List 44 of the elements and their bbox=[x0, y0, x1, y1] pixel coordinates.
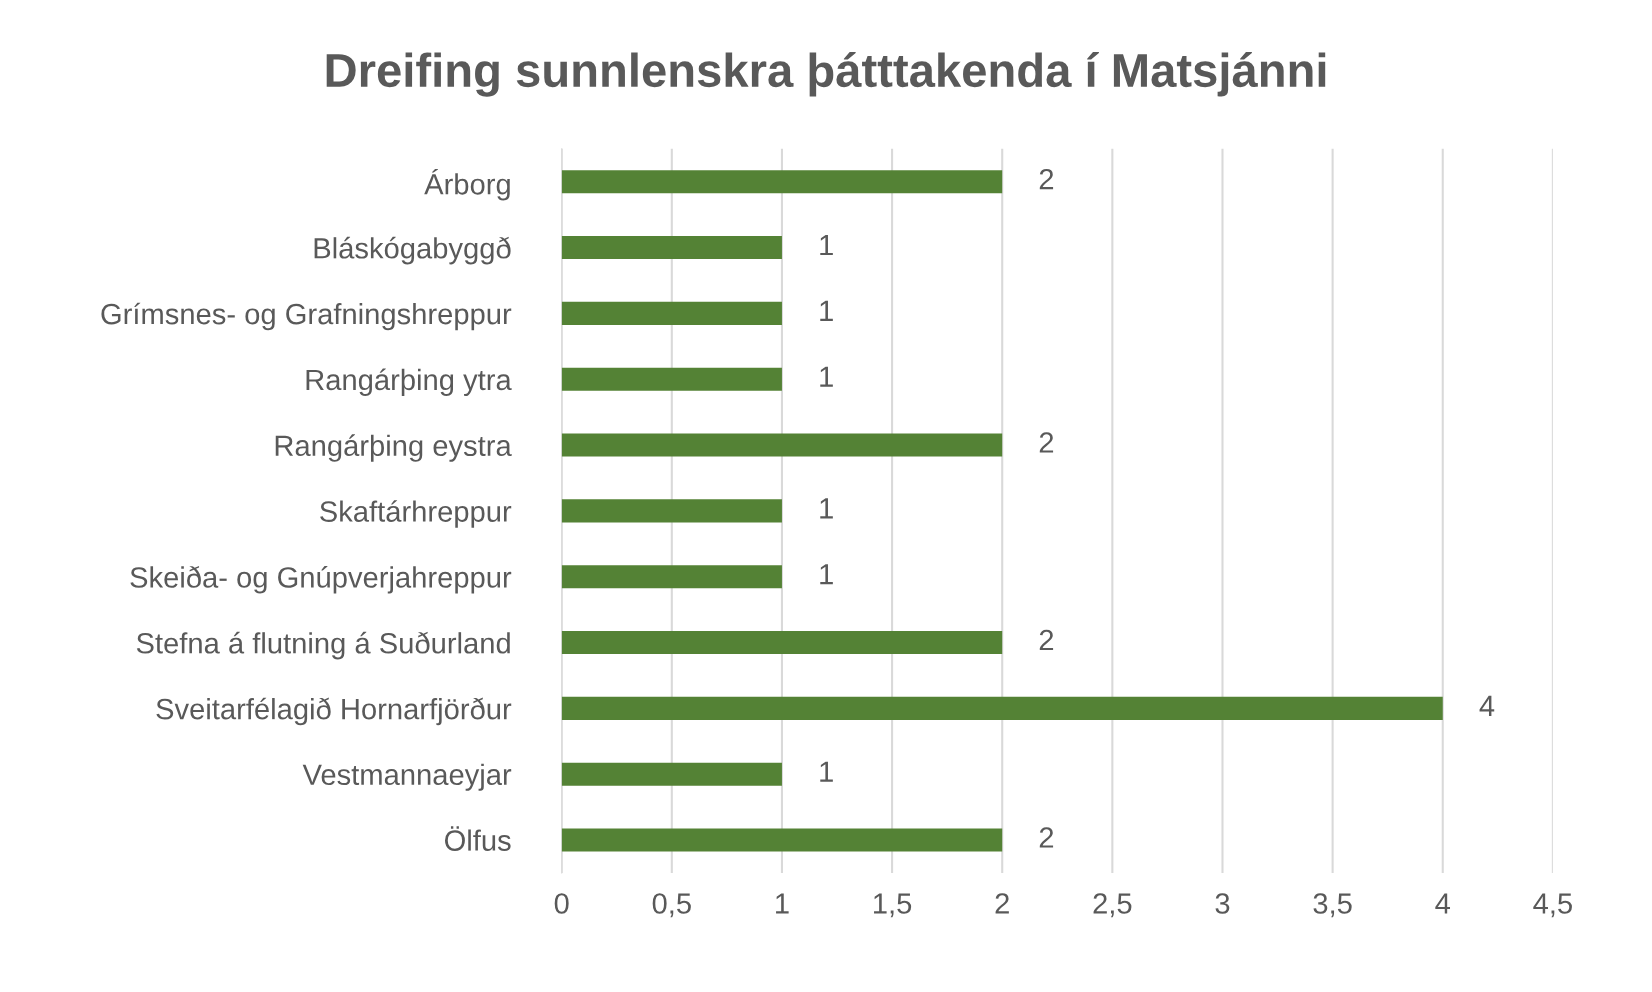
y-tick-label: Rangárþing eystra bbox=[275, 434, 512, 462]
bar bbox=[561, 170, 1003, 194]
bar bbox=[561, 499, 782, 523]
data-label: 2 bbox=[1039, 629, 1054, 651]
y-tick-label: Rangárþing ytra bbox=[306, 368, 512, 397]
data-label: 1 bbox=[820, 564, 833, 585]
data-label: 2 bbox=[1039, 432, 1054, 453]
bar bbox=[561, 433, 1003, 457]
bar bbox=[561, 236, 782, 260]
x-tick-label: 3 bbox=[1215, 893, 1230, 914]
data-label: 1 bbox=[820, 498, 833, 519]
data-label: 2 bbox=[1039, 168, 1054, 190]
data-label: 1 bbox=[820, 366, 833, 387]
y-tick-label: Ölfus bbox=[444, 826, 511, 851]
bar bbox=[561, 301, 782, 325]
data-label: 1 bbox=[820, 300, 833, 321]
y-tick-label: Grímsnes- og Grafningshreppur bbox=[101, 302, 512, 331]
x-tick-label: 0,5 bbox=[652, 893, 691, 918]
y-tick-label: Sveitarfélagið Hornarfjörður bbox=[156, 697, 512, 726]
bar bbox=[561, 565, 782, 589]
bar bbox=[561, 828, 1003, 852]
bar bbox=[561, 762, 782, 786]
y-tick-label: Skeiða- og Gnúpverjahreppur bbox=[130, 565, 512, 594]
data-label: 1 bbox=[820, 761, 833, 782]
data-label: 2 bbox=[1039, 827, 1054, 848]
y-tick-label: Bláskógabyggð bbox=[314, 236, 511, 265]
x-tick-label: 1,5 bbox=[874, 893, 912, 918]
x-tick-label: 2 bbox=[995, 893, 1009, 914]
y-tick-label: Stefna á flutning á Suðurland bbox=[136, 631, 510, 660]
x-tick-label: 0 bbox=[554, 893, 569, 914]
bar bbox=[561, 631, 1003, 655]
data-label: 1 bbox=[820, 235, 833, 256]
y-tick-label: Árborg bbox=[424, 169, 510, 201]
x-tick-label: 4,5 bbox=[1533, 893, 1572, 918]
y-tick-label: Skaftárhreppur bbox=[320, 500, 512, 528]
data-label: 4 bbox=[1479, 695, 1495, 716]
x-tick-label: 4 bbox=[1435, 893, 1450, 914]
bar bbox=[561, 696, 1443, 720]
chart-title: Dreifing sunnlenskra þátttakenda í Matsjánni bbox=[326, 52, 1326, 97]
x-tick-label: 3,5 bbox=[1313, 893, 1352, 918]
bar bbox=[561, 367, 782, 391]
x-tick-label: 2,5 bbox=[1093, 893, 1132, 918]
y-tick-label: Vestmannaeyjar bbox=[302, 763, 512, 791]
x-tick-label: 1 bbox=[776, 893, 789, 914]
